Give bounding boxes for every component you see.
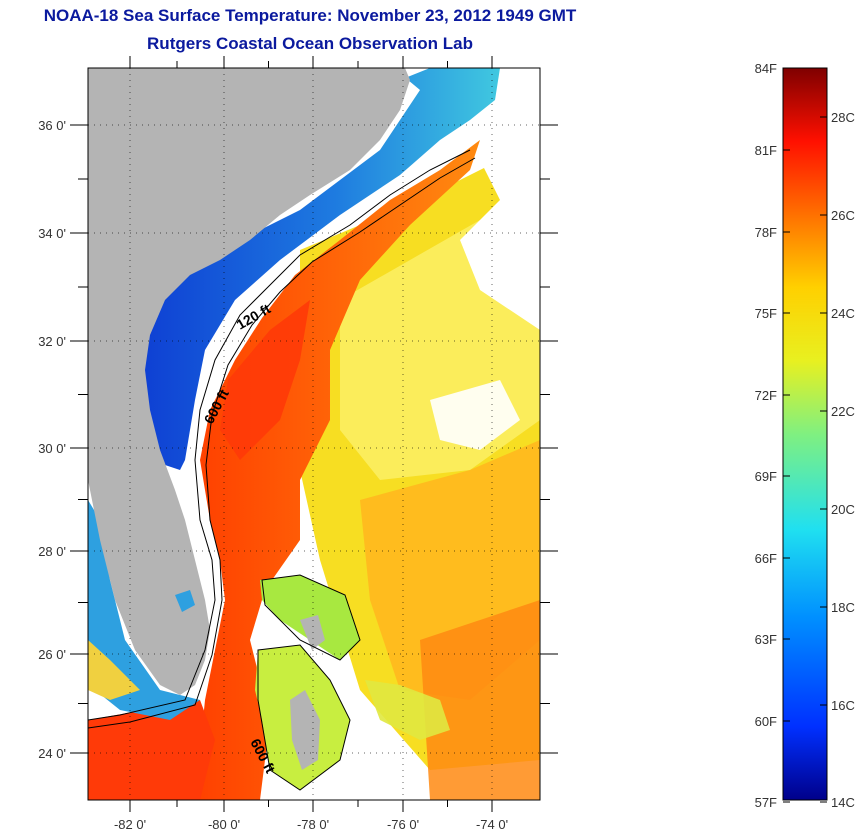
colorbar-f-label: 84F: [755, 61, 777, 76]
lat-label: 32 0': [38, 334, 66, 349]
coastal-shelf-water: [88, 68, 500, 470]
colorbar-c-label: 16C: [831, 698, 855, 713]
lon-label: -82 0': [114, 817, 146, 832]
colorbar-f-label: 69F: [755, 469, 777, 484]
lon-label: -78 0': [297, 817, 329, 832]
lat-label: 30 0': [38, 441, 66, 456]
colorbar-c-label: 28C: [831, 110, 855, 125]
colorbar-c-label: 14C: [831, 795, 855, 810]
land-us-east-coast: [88, 68, 410, 695]
lat-label: 26 0': [38, 647, 66, 662]
colorbar-f-label: 81F: [755, 143, 777, 158]
map-frame: [87, 67, 541, 801]
graticule: [88, 68, 540, 800]
lon-label: -74 0': [476, 817, 508, 832]
colorbar-f-label: 75F: [755, 306, 777, 321]
cloud-patch: [460, 100, 540, 330]
colorbar: [782, 67, 828, 801]
colorbar-c-label: 24C: [831, 306, 855, 321]
colorbar-f-label: 66F: [755, 551, 777, 566]
lat-label: 24 0': [38, 746, 66, 761]
colorbar-labels: 84F 81F 78F 75F 72F 69F 66F 63F 60F 57F 28C 26C 24C 2…: [755, 61, 855, 810]
contour-120ft: [88, 149, 471, 721]
colorbar-f-label: 78F: [755, 225, 777, 240]
colorbar-c-label: 22C: [831, 404, 855, 419]
lon-label: -76 0': [387, 817, 419, 832]
colorbar-c-label: 18C: [831, 600, 855, 615]
colorbar-f-label: 72F: [755, 388, 777, 403]
colorbar-f-label: 60F: [755, 714, 777, 729]
contour-600ft: [88, 157, 476, 729]
lon-label: -80 0': [208, 817, 240, 832]
lat-label: 34 0': [38, 226, 66, 241]
map-ticks: 36 0' 34 0' 32 0' 30 0' 28 0' 26 0' 24 0' -82 0…: [38, 56, 558, 832]
map-area: [88, 68, 540, 800]
map-subtitle: Rutgers Coastal Ocean Observation Lab: [147, 34, 473, 53]
lat-label: 28 0': [38, 544, 66, 559]
colorbar-c-label: 20C: [831, 502, 855, 517]
map-title: NOAA-18 Sea Surface Temperature: Novembe…: [43, 6, 577, 25]
colorbar-f-label: 57F: [755, 795, 777, 810]
colorbar-f-label: 63F: [755, 632, 777, 647]
colorbar-c-label: 26C: [831, 208, 855, 223]
lat-label: 36 0': [38, 118, 66, 133]
